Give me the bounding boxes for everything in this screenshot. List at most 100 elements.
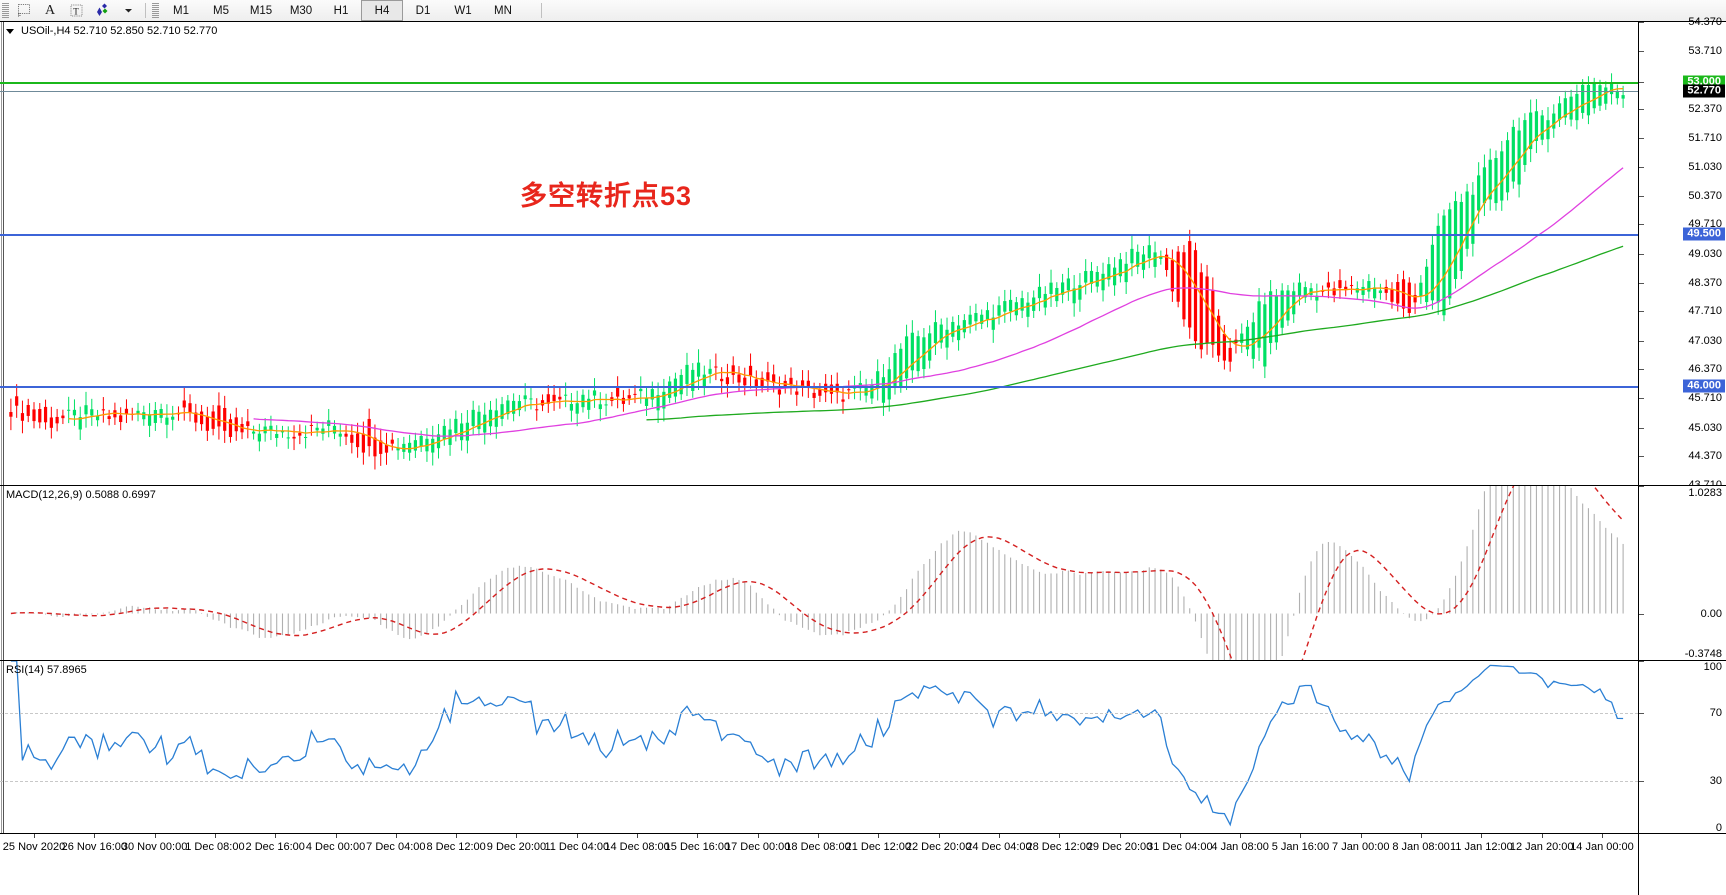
time-label: 8 Dec 12:00 [426,841,486,853]
time-tickmark [1179,834,1181,838]
time-label: 5 Jan 16:00 [1271,841,1330,853]
time-tickmark [998,834,1000,838]
time-tickmark [335,834,337,838]
svg-text:F: F [18,13,21,18]
collapse-triangle-icon[interactable] [6,28,14,34]
time-label: 4 Dec 00:00 [305,841,366,853]
price-tick: 51.030 [1688,161,1722,174]
template-icon[interactable]: F [11,1,37,20]
time-label: 9 Dec 20:00 [486,841,547,853]
macd-graph [10,486,1624,660]
time-label: 30 Nov 00:00 [121,841,188,853]
level-line-53.000[interactable] [0,81,1638,84]
price-tick: 49.030 [1688,247,1722,260]
timeframe-w1[interactable]: W1 [454,4,472,17]
chevron-down-icon[interactable] [115,1,141,20]
level-line-46.000[interactable] [0,385,1638,388]
price-scale[interactable]: 54.370 53.710 53.000 52.370 51.710 51.030 50.3… [1638,16,1726,491]
time-tickmark [154,834,156,838]
time-tickmark [1541,834,1543,838]
time-tickmark [395,834,397,838]
timeframe-m30[interactable]: M30 [289,4,313,17]
price-tick: 45.030 [1688,421,1722,434]
timeframe-group: M1 M5 M15 M30 H1 H4 D1 W1 MN [161,0,523,21]
time-tickmark [1360,834,1362,838]
price-tick: 53.710 [1688,44,1722,57]
grip-icon-2[interactable] [152,3,159,18]
time-axis-corner [1638,834,1726,895]
text-box-icon[interactable]: T [63,1,89,20]
time-tickmark [1300,834,1302,838]
time-label: 2 Dec 16:00 [245,841,305,853]
price-tickmark [1639,167,1644,169]
timeframe-d1[interactable]: D1 [415,4,431,17]
timeframe-mn[interactable]: MN [494,4,512,17]
rsi-tick: 0 [1715,822,1722,834]
chart-annotation-text: 多空转折点53 [520,181,693,211]
price-tickmark [1639,282,1644,284]
time-label: 28 Dec 12:00 [1026,841,1092,853]
price-data-window-text: USOil-,H4 52.710 52.850 52.710 52.770 [21,25,218,37]
time-label: 12 Jan 20:00 [1509,841,1574,853]
macd-label-text: MACD(12,26,9) 0.5088 0.6997 [6,489,156,501]
macd-plot-area[interactable] [0,486,1638,660]
indicators-icon[interactable] [89,1,115,20]
grip-icon[interactable] [2,3,9,18]
price-tickmark [1639,81,1644,83]
rsi-plot-area[interactable] [0,661,1638,833]
price-tickmark [1639,253,1644,255]
time-label: 31 Dec 04:00 [1147,841,1213,853]
time-label: 17 Dec 00:00 [724,841,791,853]
time-tickmark [214,834,216,838]
timeframe-m15[interactable]: M15 [249,4,273,17]
level-label-52.770: 52.770 [1683,84,1725,98]
price-tickmark [1639,137,1644,139]
price-plot-area[interactable]: 多空转折点53 [0,22,1638,485]
rsi-graph [10,661,1624,827]
macd-panel[interactable]: 1.0283 0.00 -0.3748 MACD(12,26,9) 0.5088 0… [0,485,1726,661]
level-label-46.000: 46.000 [1683,379,1725,393]
time-tickmark [1240,834,1242,838]
price-tickmark [1639,224,1644,226]
rsi-scale[interactable]: 100 70 30 0 [1638,661,1726,834]
time-tickmark [1481,834,1483,838]
time-tickmark [1602,834,1603,838]
rsi-panel[interactable]: 100 70 30 0 RSI(14) 57.8965 [0,660,1726,834]
timeframe-h1[interactable]: H1 [333,4,349,17]
chart-frame: 多空转折点53 54.370 53.710 53.000 52.370 51.710 51… [0,16,1726,895]
toolbar-divider-2 [541,3,542,18]
price-panel[interactable]: 多空转折点53 54.370 53.710 53.000 52.370 51.710 51… [0,16,1726,491]
price-tickmark [1639,195,1644,197]
timeframe-h4[interactable]: H4 [361,0,403,21]
rsi-label: RSI(14) 57.8965 [6,664,87,676]
time-label: 29 Dec 20:00 [1086,841,1153,853]
time-label: 7 Jan 00:00 [1332,841,1390,853]
time-label: 14 Jan 00:00 [1570,841,1634,853]
macd-label: MACD(12,26,9) 0.5088 0.6997 [6,489,156,501]
time-tickmark [1119,834,1121,838]
timeframe-m1[interactable]: M1 [173,4,189,17]
time-tickmark [878,834,880,838]
time-label: 15 Dec 16:00 [664,841,731,853]
time-axis[interactable]: 25 Nov 2020 26 Nov 16:00 30 Nov 00:00 1 Dec… [0,834,1638,895]
price-tickmark [1639,311,1644,313]
panel-left-edge [0,22,5,485]
price-tick: 44.370 [1688,450,1722,463]
macd-scale[interactable]: 1.0283 0.00 -0.3748 [1638,486,1726,661]
timeframe-m5[interactable]: M5 [213,4,229,17]
time-tickmark [818,834,819,838]
level-line-52.770[interactable] [0,91,1638,93]
price-data-window: USOil-,H4 52.710 52.850 52.710 52.770 [6,25,217,37]
svg-text:T: T [73,7,79,17]
time-tickmark [576,834,578,838]
rsi-tick: 100 [1703,661,1722,673]
time-label: 14 Dec 08:00 [604,841,670,853]
time-label: 11 Dec 04:00 [544,841,610,853]
price-tick: 51.710 [1688,131,1722,144]
text-label-icon[interactable]: A [44,2,56,18]
macd-tickmark [1639,613,1644,615]
macd-tick: -0.3748 [1684,648,1722,660]
time-tickmark [94,834,96,838]
level-line-49.500[interactable] [0,233,1638,236]
